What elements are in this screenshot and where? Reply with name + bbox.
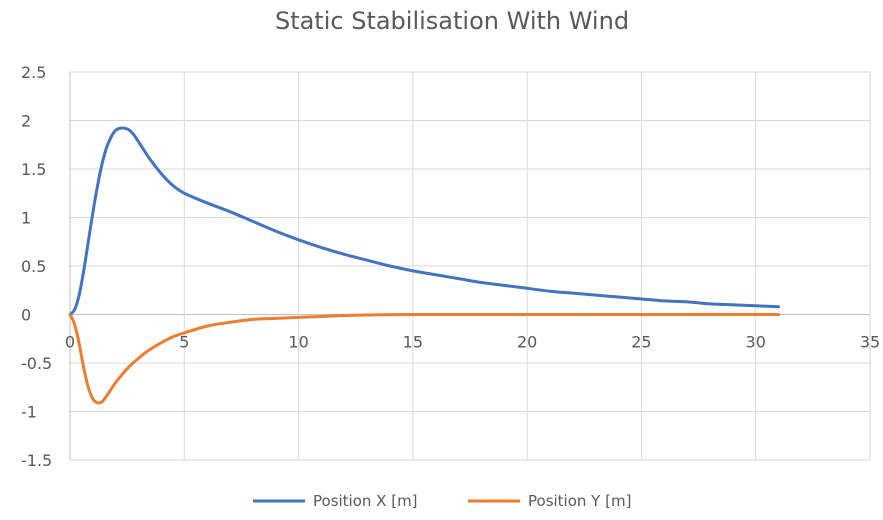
grid — [69, 71, 871, 461]
series-layer — [68, 126, 781, 405]
x-tick-label: 20 — [517, 333, 537, 352]
x-tick-label: 25 — [631, 333, 651, 352]
y-tick-label: 0.5 — [21, 257, 46, 276]
x-tick-label: 5 — [179, 333, 189, 352]
x-tick-label: 15 — [403, 333, 423, 352]
y-tick-label: 1 — [21, 209, 31, 228]
x-tick-label: 35 — [860, 333, 880, 352]
tick-labels: -1.5 -1 -0.5 0 0.5 1 1.5 2 2.5 0 5 10 15 20 25 30 35 — [21, 63, 880, 470]
series-line-1 — [68, 126, 781, 316]
legend-label: Position Y [m] — [528, 492, 631, 510]
legend-label: Position X [m] — [313, 492, 418, 510]
y-tick-label: -0.5 — [21, 354, 52, 373]
x-tick-label: 30 — [746, 333, 766, 352]
y-tick-label: 2.5 — [21, 63, 46, 82]
x-tick-label: 10 — [288, 333, 308, 352]
y-tick-label: -1 — [21, 403, 37, 422]
y-tick-label: 1.5 — [21, 160, 46, 179]
chart-title: Static Stabilisation With Wind — [275, 7, 629, 35]
legend: Position X [m] Position Y [m] — [253, 492, 631, 510]
y-tick-label: 0 — [21, 306, 31, 325]
y-tick-label: 2 — [21, 112, 31, 131]
y-tick-label: -1.5 — [21, 451, 52, 470]
x-tick-label: 0 — [65, 333, 75, 352]
series-line-2 — [68, 312, 781, 405]
